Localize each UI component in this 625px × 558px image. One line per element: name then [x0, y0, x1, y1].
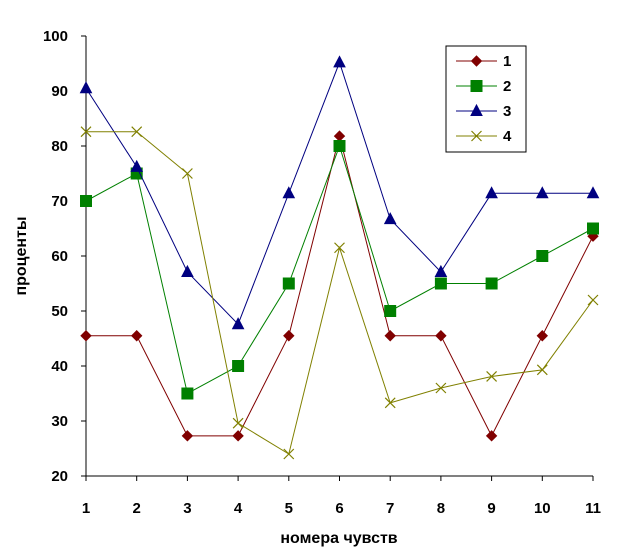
legend-label: 1 [503, 53, 511, 70]
x-tick-label: 6 [335, 500, 343, 517]
series-4-point [384, 397, 396, 409]
series-2-point [434, 277, 447, 290]
y-tick-label: 80 [51, 138, 68, 155]
series-4-point [536, 364, 548, 376]
series-2-line [85, 144, 594, 395]
series-4-point [587, 294, 599, 306]
series-2-point [587, 222, 599, 235]
series-3 [79, 55, 600, 330]
y-tick-label: 60 [51, 248, 68, 265]
series-3-point [434, 264, 448, 277]
series-4-point [232, 417, 244, 429]
legend-label: 3 [503, 103, 511, 120]
legend-label: 2 [503, 78, 511, 95]
series-3-point [333, 55, 346, 68]
series-3-point [79, 81, 93, 94]
series-2-point [80, 195, 92, 207]
series-4-line [86, 131, 594, 455]
legend: 1 2 3 4 [445, 45, 527, 153]
x-tick-label: 1 [82, 500, 90, 517]
legend-item: 4 [456, 128, 512, 145]
series-2-point [485, 277, 498, 290]
series-4 [80, 126, 599, 460]
series-1-point [283, 330, 295, 342]
series-2 [80, 140, 599, 400]
series-4-point [486, 371, 498, 382]
x-tick-label: 4 [234, 500, 243, 517]
series-1-point [181, 430, 194, 442]
x-tick-label: 11 [585, 500, 601, 517]
series-4-point [435, 382, 447, 394]
x-tick-label: 2 [133, 500, 141, 517]
series-1-point [384, 330, 396, 342]
series-2-point [384, 305, 397, 317]
series-2-point [282, 277, 295, 290]
y-tick-label: 100 [43, 28, 68, 45]
legend-marker [470, 103, 483, 116]
series-4-point [283, 448, 295, 460]
series-3-point [282, 186, 296, 199]
series-3-point [535, 186, 549, 199]
series-1-point [333, 130, 346, 142]
legend-box [445, 45, 527, 153]
series-1-point [485, 430, 498, 442]
series-3-point [130, 159, 144, 172]
y-tick-label: 90 [51, 83, 68, 100]
series-1-line [86, 135, 594, 437]
x-tick-label: 3 [183, 500, 191, 517]
axes: 20 30 40 50 60 70 80 90 100 1 2 3 4 5 6 7 8 9 10 11 [43, 28, 601, 517]
legend-item: 1 [456, 53, 511, 70]
x-tick-label: 9 [487, 500, 495, 517]
series-layer [79, 55, 600, 460]
x-tick-label: 8 [437, 500, 445, 517]
series-3-point [231, 317, 245, 330]
series-4-point [181, 168, 193, 179]
y-tick-label: 50 [51, 303, 68, 320]
legend-marker [470, 80, 483, 92]
series-3-point [383, 212, 397, 225]
series-2-point [333, 140, 346, 152]
series-1 [80, 130, 599, 442]
x-tick-label: 10 [534, 500, 551, 517]
series-4-point [334, 242, 345, 254]
series-1-point [536, 330, 549, 342]
legend-label: 4 [503, 128, 512, 145]
series-1-point [130, 330, 143, 342]
series-2-point [536, 250, 549, 262]
legend-marker [471, 130, 482, 142]
series-4-point [131, 126, 143, 138]
series-2-point [181, 387, 194, 400]
x-axis-title: номера чувств [280, 530, 397, 547]
legend-marker [470, 55, 483, 67]
series-4-point [80, 126, 92, 138]
x-tick-label: 7 [386, 500, 394, 517]
y-tick-label: 40 [51, 358, 68, 375]
series-3-point [586, 186, 600, 199]
y-axis-title: проценты [13, 216, 30, 295]
legend-item: 3 [456, 103, 511, 120]
series-1-point [435, 330, 447, 342]
legend-item: 2 [456, 78, 511, 95]
series-3-point [181, 264, 194, 277]
y-tick-label: 20 [51, 468, 68, 485]
series-1-point [232, 430, 244, 442]
y-tick-label: 70 [51, 193, 68, 210]
series-1-point [80, 330, 92, 342]
series-3-point [485, 186, 498, 199]
x-tick-label: 5 [285, 500, 293, 517]
y-tick-label: 30 [51, 413, 68, 430]
series-2-point [232, 360, 245, 372]
